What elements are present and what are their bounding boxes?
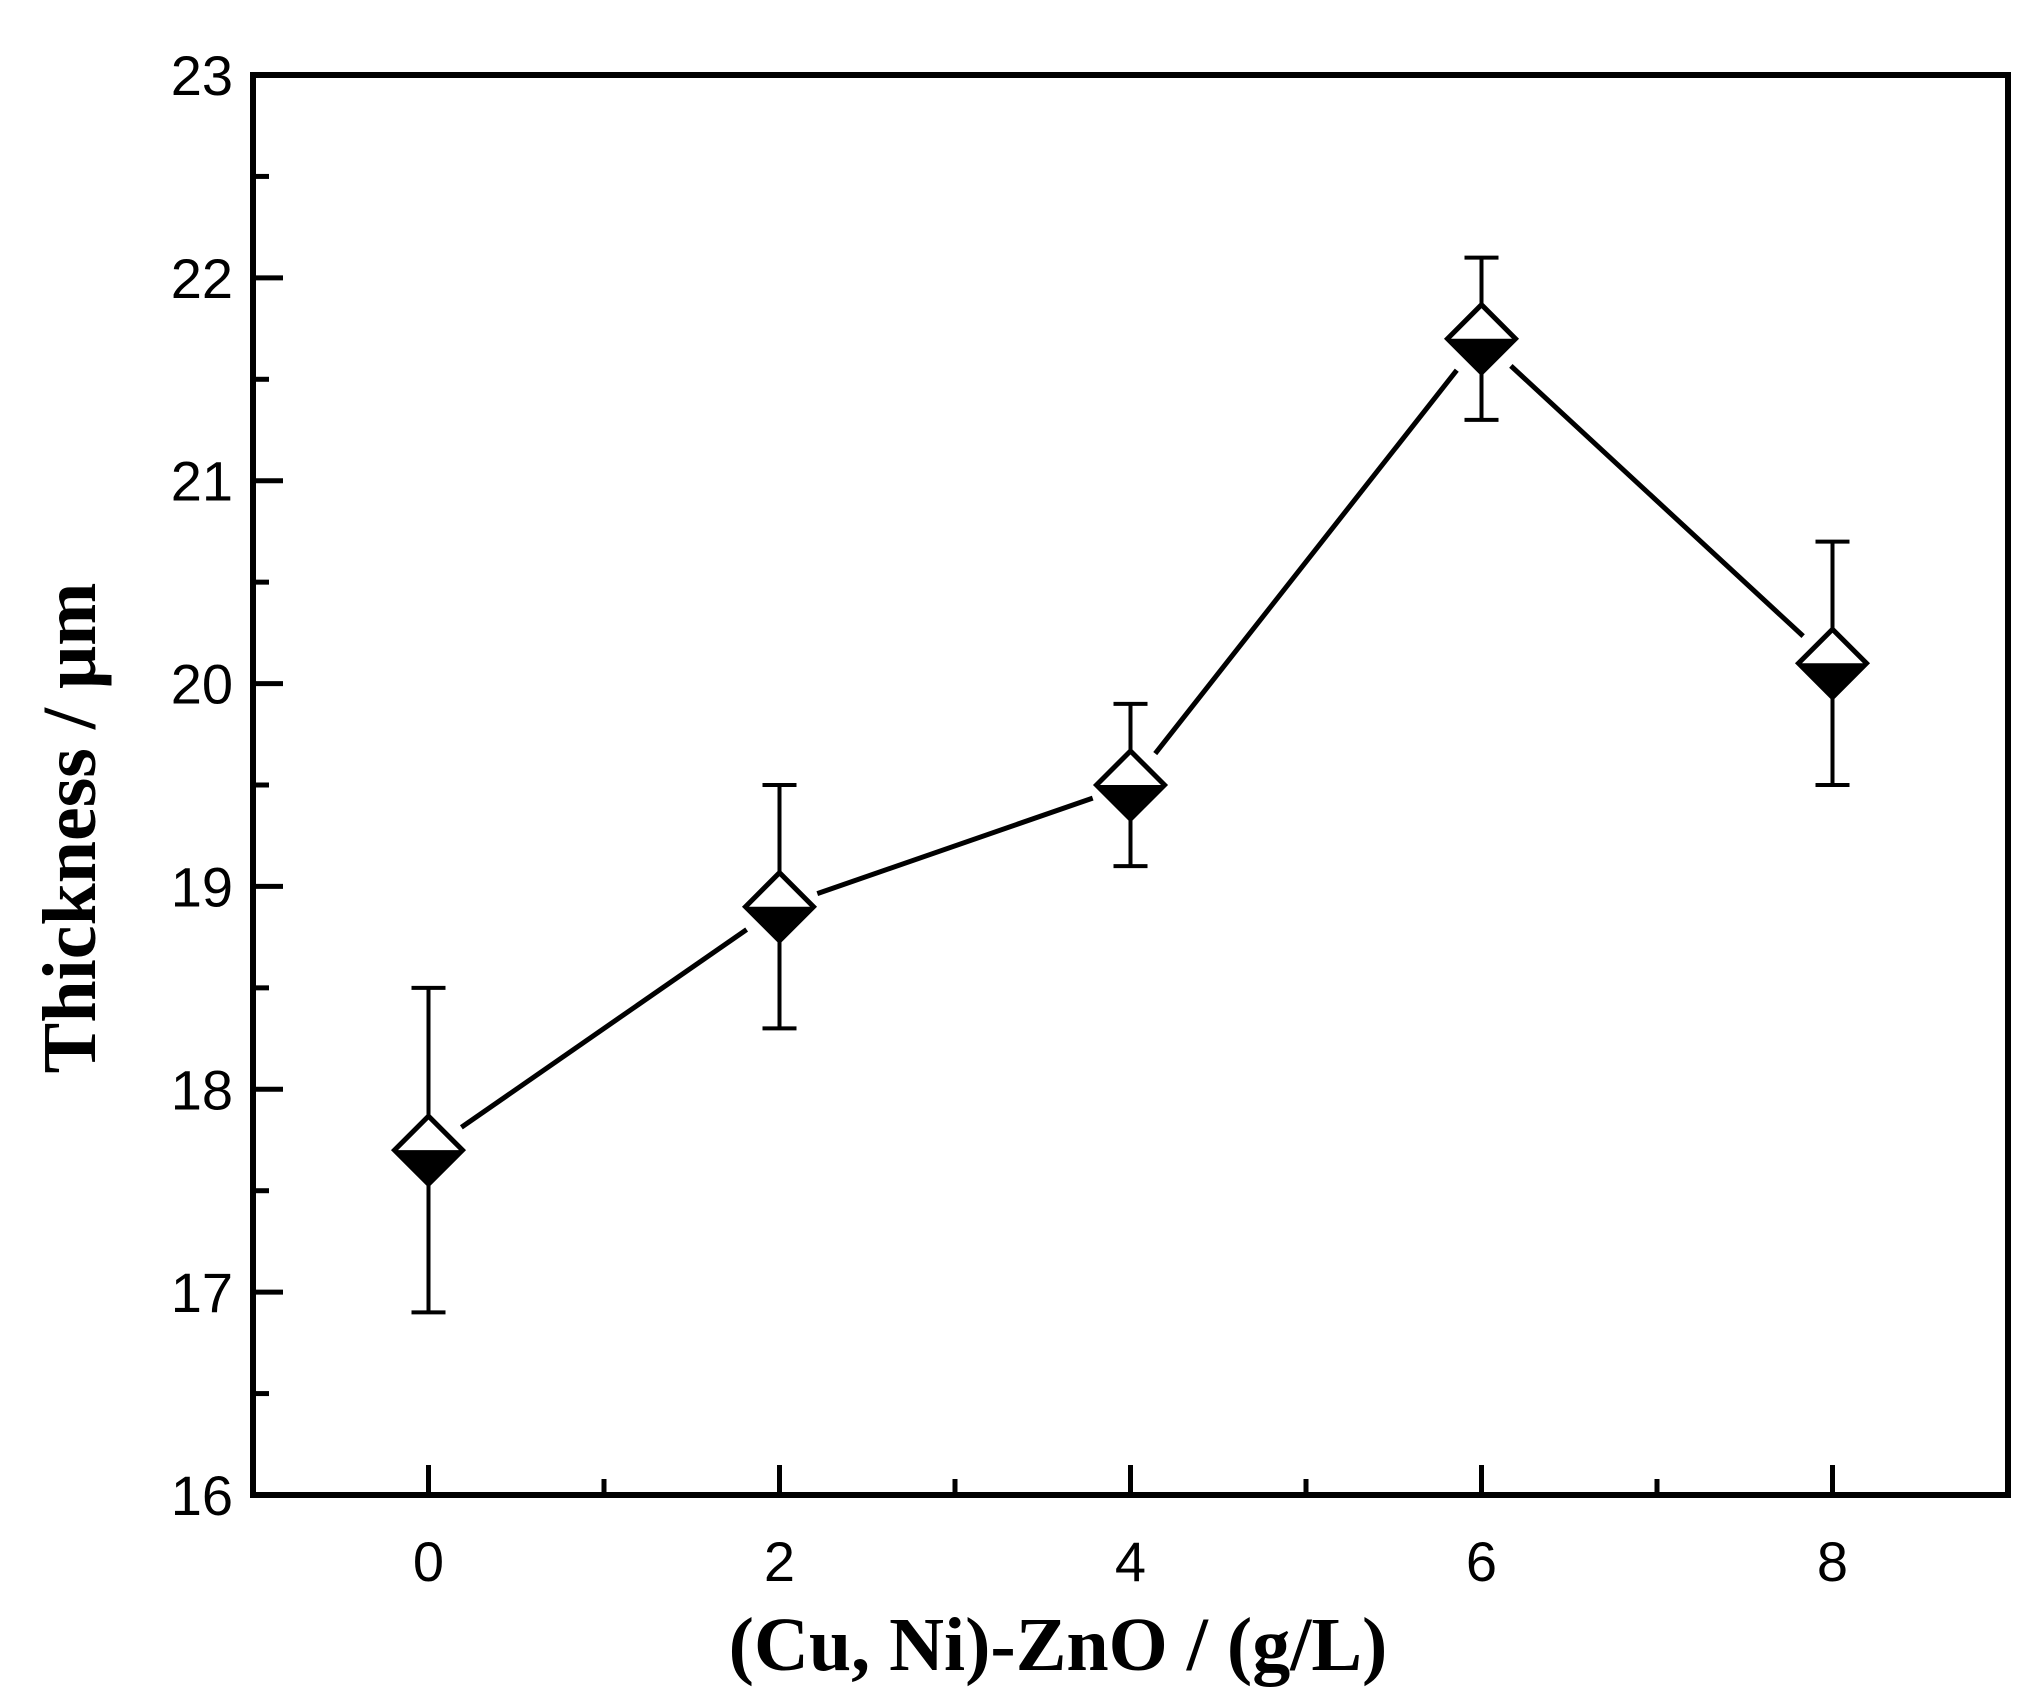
x-minor-ticks xyxy=(601,1479,1660,1495)
connector-line xyxy=(1153,368,1459,756)
y-tick-label: 17 xyxy=(171,1261,233,1324)
x-tick-label: 6 xyxy=(1466,1530,1497,1593)
y-axis-title: Thickness / μm xyxy=(28,583,112,1074)
y-tick-label: 21 xyxy=(171,450,233,513)
y-tick-label: 22 xyxy=(171,247,233,310)
marker-fill xyxy=(394,1150,463,1185)
marker-fill xyxy=(745,906,814,941)
data-point xyxy=(1092,747,1169,823)
y-tick-label: 23 xyxy=(171,44,233,107)
x-tick-label: 2 xyxy=(764,1530,795,1593)
y-tick-label: 20 xyxy=(171,653,233,716)
y-tick-label: 16 xyxy=(171,1464,233,1527)
connector-line xyxy=(459,927,749,1130)
x-tick-label: 8 xyxy=(1817,1530,1848,1593)
x-axis-title: (Cu, Ni)-ZnO / (g/L) xyxy=(729,1603,1388,1687)
y-ticks: 16 17 18 19 20 21 22 23 xyxy=(171,44,283,1527)
data-point xyxy=(1794,625,1871,701)
x-ticks: 0 2 4 6 8 xyxy=(413,1465,1848,1593)
connector-line xyxy=(1509,364,1805,638)
x-tick-label: 4 xyxy=(1115,1530,1146,1593)
markers xyxy=(390,301,1871,1188)
marker-fill xyxy=(1798,663,1867,698)
data-point xyxy=(1443,301,1520,377)
data-point xyxy=(390,1112,467,1188)
marker-fill xyxy=(1447,338,1516,373)
y-tick-label: 18 xyxy=(171,1058,233,1121)
connector-lines xyxy=(459,364,1805,1130)
data-point xyxy=(741,869,818,945)
y-tick-label: 19 xyxy=(171,855,233,918)
marker-fill xyxy=(1096,785,1165,819)
x-tick-label: 0 xyxy=(413,1530,444,1593)
connector-line xyxy=(816,795,1094,896)
y-minor-ticks xyxy=(253,173,269,1397)
